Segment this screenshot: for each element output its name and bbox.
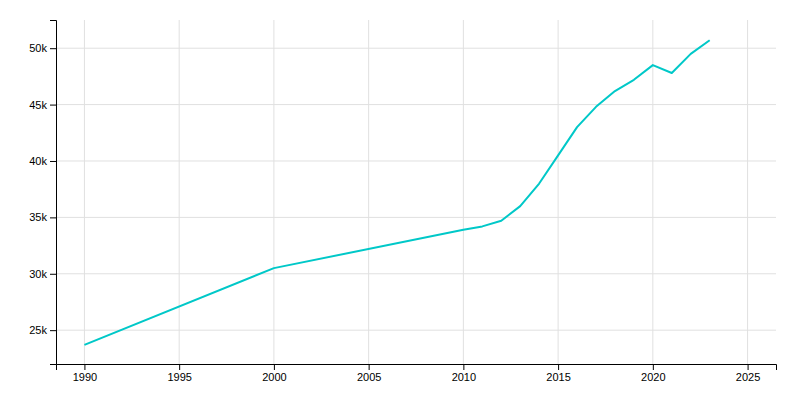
x-tick: 2000 — [262, 364, 286, 383]
plot: 1990 1995 2000 2005 2010 2015 2020 2025 25k 30k 35… — [29, 20, 776, 383]
grid-line-x — [652, 20, 653, 364]
grid-line-x — [368, 20, 369, 364]
y-tick-mark — [50, 274, 56, 275]
y-tick-label: 45k — [29, 99, 47, 111]
x-tick: 1995 — [167, 364, 191, 383]
grid — [56, 20, 776, 364]
grid-line-y — [56, 217, 776, 218]
x-tick-mark — [84, 364, 85, 370]
x-tick-mark — [179, 364, 180, 370]
grid-line-y — [56, 48, 776, 49]
x-tick-label: 2005 — [357, 371, 381, 383]
y-tick-mark — [50, 105, 56, 106]
y-axis: 25k 30k 35k 40k 45k 50k — [29, 21, 56, 365]
y-tick-label: 50k — [29, 42, 47, 54]
x-tick: 2015 — [546, 364, 570, 383]
x-tick-mark — [748, 364, 749, 370]
line — [84, 40, 709, 345]
x-tick-label: 2025 — [736, 371, 760, 383]
grid-line-x — [273, 20, 274, 364]
x-tick: 1990 — [73, 364, 97, 383]
x-tick: 2010 — [452, 364, 476, 383]
grid-line-y — [56, 160, 776, 161]
x-tick-mark — [274, 364, 275, 370]
x-tick-mark — [369, 364, 370, 370]
x-tick: 2020 — [641, 364, 665, 383]
x-tick: 2025 — [736, 364, 760, 383]
y-tick: 25k — [29, 324, 56, 336]
grid-line-x — [558, 20, 559, 364]
grid-line-x — [463, 20, 464, 364]
x-tick-label: 2015 — [546, 371, 570, 383]
y-axis-line — [50, 21, 57, 365]
y-tick-mark — [50, 161, 56, 162]
x-tick-label: 2010 — [452, 371, 476, 383]
grid-line-y — [56, 104, 776, 105]
y-tick: 30k — [29, 268, 56, 280]
x-tick: 2005 — [357, 364, 381, 383]
y-tick-label: 35k — [29, 211, 47, 223]
grid-line-y — [56, 330, 776, 331]
marks — [84, 40, 709, 345]
chart-svg: 1990 1995 2000 2005 2010 2015 2020 2025 25k 30k 35… — [0, 0, 800, 400]
y-tick-label: 25k — [29, 324, 47, 336]
x-tick-label: 1990 — [73, 371, 97, 383]
grid-line-x — [747, 20, 748, 364]
y-tick: 40k — [29, 155, 56, 167]
y-tick-mark — [50, 48, 56, 49]
x-axis: 1990 1995 2000 2005 2010 2015 2020 2025 — [57, 364, 777, 383]
x-tick-mark — [653, 364, 654, 370]
x-tick-label: 2000 — [262, 371, 286, 383]
grid-line-y — [56, 273, 776, 274]
y-tick: 35k — [29, 211, 56, 223]
x-tick-mark — [463, 364, 464, 370]
grid-line-x — [84, 20, 85, 364]
y-tick-mark — [50, 330, 56, 331]
y-tick-mark — [50, 217, 56, 218]
y-tick: 45k — [29, 99, 56, 111]
x-tick-label: 2020 — [641, 371, 665, 383]
x-tick-label: 1995 — [167, 371, 191, 383]
y-tick: 50k — [29, 42, 56, 54]
chart-container: 1990 1995 2000 2005 2010 2015 2020 2025 25k 30k 35… — [0, 0, 800, 400]
x-tick-mark — [558, 364, 559, 370]
y-tick-label: 40k — [29, 155, 47, 167]
x-axis-line — [57, 365, 777, 371]
grid-line-x — [179, 20, 180, 364]
y-tick-label: 30k — [29, 268, 47, 280]
